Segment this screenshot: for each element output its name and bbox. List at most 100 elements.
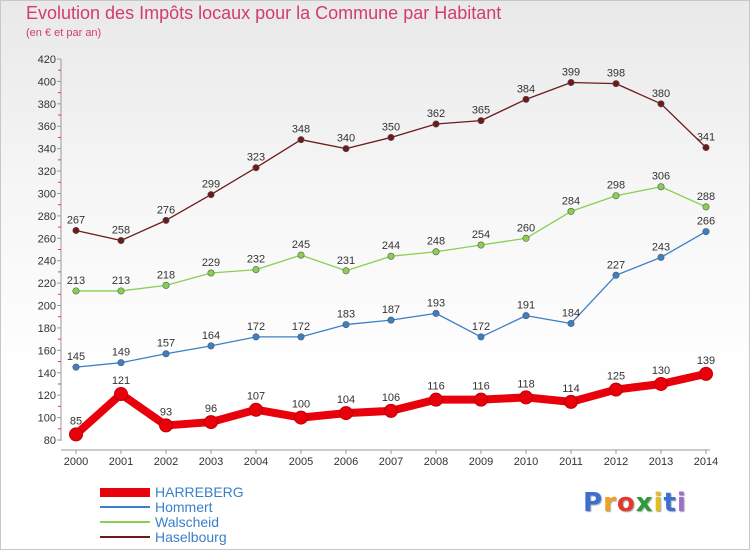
data-label-hommert: 172 — [247, 321, 265, 333]
data-label-hommert: 187 — [382, 304, 400, 316]
x-tick-label: 2007 — [379, 456, 403, 468]
data-label-walscheid: 260 — [517, 222, 535, 234]
data-point-walscheid — [297, 251, 305, 259]
data-point-hommert — [297, 333, 305, 341]
data-label-walscheid: 298 — [607, 180, 625, 192]
data-label-hommert: 266 — [697, 216, 715, 228]
data-point-haselbourg — [387, 133, 395, 141]
y-tick-label: 160 — [38, 345, 56, 357]
x-tick-label: 2003 — [199, 456, 223, 468]
data-point-haselbourg — [162, 216, 170, 224]
data-point-haselbourg — [72, 226, 80, 234]
x-tick-label: 2005 — [289, 456, 313, 468]
data-label-walscheid: 245 — [292, 239, 310, 251]
data-label-harreberg: 96 — [205, 403, 217, 415]
x-tick-label: 2010 — [514, 456, 538, 468]
data-label-harreberg: 107 — [247, 391, 265, 403]
data-label-hommert: 172 — [472, 321, 490, 333]
data-label-harreberg: 121 — [112, 375, 130, 387]
data-label-haselbourg: 350 — [382, 121, 400, 133]
data-label-harreberg: 130 — [652, 365, 670, 377]
legend-swatch-hommert — [100, 506, 150, 508]
data-point-hommert — [432, 309, 440, 317]
data-label-harreberg: 139 — [697, 355, 715, 367]
data-point-haselbourg — [432, 120, 440, 128]
logo-letter: x — [635, 488, 654, 518]
data-label-hommert: 184 — [562, 307, 580, 319]
legend-label-walscheid: Walscheid — [155, 514, 220, 530]
data-point-walscheid — [72, 287, 80, 295]
data-point-hommert — [657, 253, 665, 261]
data-point-haselbourg — [297, 136, 305, 144]
data-point-walscheid — [522, 234, 530, 242]
data-label-walscheid: 284 — [562, 195, 580, 207]
data-point-haselbourg — [567, 79, 575, 87]
data-point-harreberg — [429, 392, 443, 407]
y-tick-label: 280 — [38, 211, 56, 223]
data-label-walscheid: 306 — [652, 171, 670, 183]
data-label-hommert: 243 — [652, 241, 670, 253]
series-line-haselbourg — [75, 81, 707, 242]
data-point-hommert — [207, 342, 215, 350]
data-point-harreberg — [114, 387, 128, 402]
data-point-harreberg — [159, 418, 173, 433]
data-point-hommert — [477, 333, 485, 341]
chart-title: Evolution des Impôts locaux pour la Comm… — [26, 3, 502, 23]
data-point-walscheid — [117, 287, 125, 295]
x-tick-label: 2012 — [604, 456, 628, 468]
data-point-walscheid — [342, 267, 350, 275]
data-point-haselbourg — [342, 145, 350, 153]
data-point-harreberg — [564, 394, 578, 409]
y-tick-label: 240 — [38, 256, 56, 268]
data-point-hommert — [522, 312, 530, 320]
data-label-walscheid: 288 — [697, 191, 715, 203]
x-tick-label: 2004 — [244, 456, 268, 468]
data-label-harreberg: 100 — [292, 399, 310, 411]
y-tick-label: 260 — [38, 233, 56, 245]
y-tick-label: 320 — [38, 166, 56, 178]
data-point-harreberg — [654, 376, 668, 391]
data-label-haselbourg: 384 — [517, 83, 535, 95]
data-label-haselbourg: 398 — [607, 68, 625, 80]
data-label-walscheid: 213 — [112, 275, 130, 287]
data-label-haselbourg: 323 — [247, 152, 265, 164]
data-label-haselbourg: 258 — [112, 225, 130, 237]
data-label-harreberg: 116 — [427, 381, 445, 393]
data-label-harreberg: 85 — [70, 415, 82, 427]
y-tick-label: 100 — [38, 413, 56, 425]
x-tick-label: 2013 — [649, 456, 673, 468]
data-label-harreberg: 104 — [337, 394, 355, 406]
data-label-hommert: 193 — [427, 297, 445, 309]
data-label-walscheid: 244 — [382, 240, 400, 252]
data-point-hommert — [567, 319, 575, 327]
logo-letter: o — [616, 488, 636, 518]
x-tick-label: 2002 — [154, 456, 178, 468]
legend-label-harreberg: HARREBERG — [155, 484, 244, 500]
data-point-hommert — [117, 359, 125, 367]
x-tick-label: 2011 — [559, 456, 583, 468]
data-point-hommert — [252, 333, 260, 341]
data-point-walscheid — [567, 207, 575, 215]
data-point-hommert — [162, 350, 170, 358]
data-point-haselbourg — [207, 191, 215, 199]
data-point-walscheid — [207, 269, 215, 277]
data-label-hommert: 191 — [517, 300, 535, 312]
legend-swatch-harreberg — [100, 487, 150, 497]
y-tick-label: 180 — [38, 323, 56, 335]
data-label-walscheid: 254 — [472, 229, 490, 241]
data-label-haselbourg: 348 — [292, 124, 310, 136]
data-label-haselbourg: 365 — [472, 105, 490, 117]
data-label-walscheid: 229 — [202, 257, 220, 269]
data-label-harreberg: 125 — [607, 371, 625, 383]
x-tick-label: 2014 — [694, 456, 718, 468]
data-label-walscheid: 213 — [67, 275, 85, 287]
data-point-harreberg — [204, 415, 218, 430]
data-label-hommert: 183 — [337, 309, 355, 321]
data-label-walscheid: 232 — [247, 254, 265, 266]
logo-letter: P — [583, 488, 604, 518]
x-tick-label: 2000 — [64, 456, 88, 468]
y-tick-label: 420 — [38, 54, 56, 66]
data-label-harreberg: 93 — [160, 406, 172, 418]
data-label-haselbourg: 362 — [427, 108, 445, 120]
data-point-walscheid — [612, 192, 620, 200]
